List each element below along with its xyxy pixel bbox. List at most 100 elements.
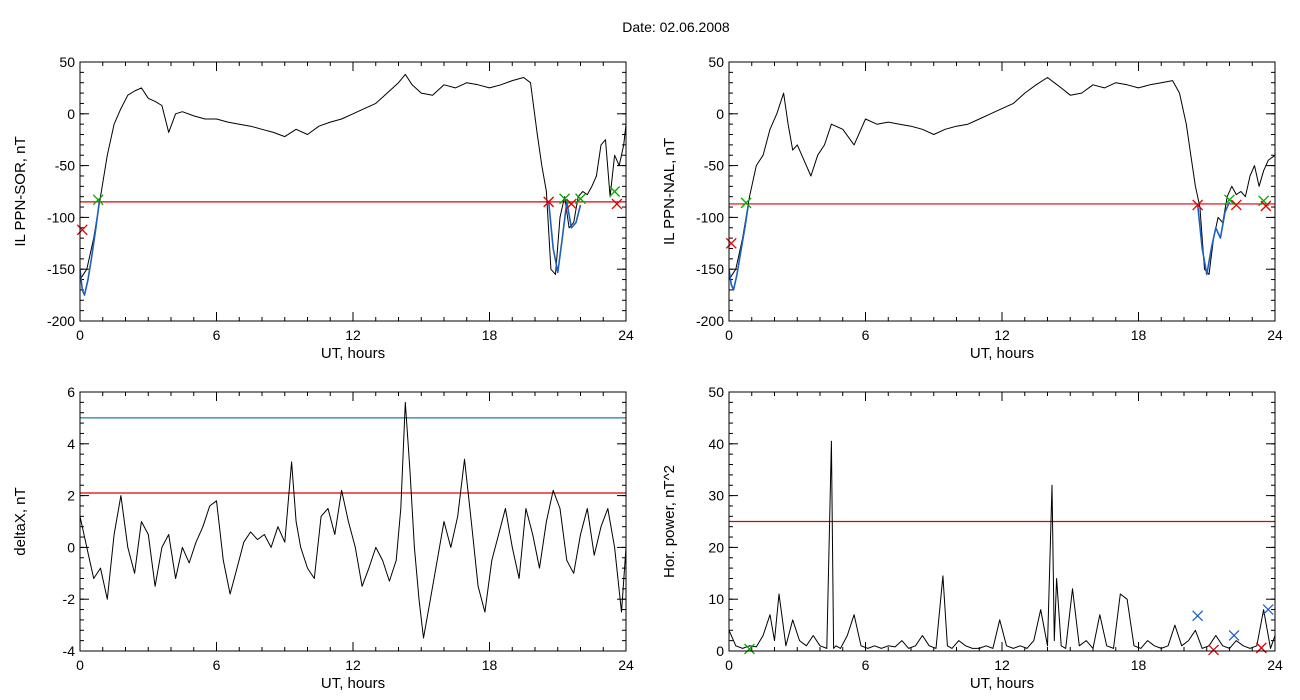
x-axis-title: UT, hours [321,675,385,692]
plot-frame [79,61,627,322]
y-tick-label: -50 [55,158,75,174]
x-marker [1228,630,1240,641]
y-tick-label: 4 [67,436,75,452]
x-marker-stroke [1230,199,1242,211]
x-marker [76,224,88,236]
x-marker-stroke [725,237,737,249]
y-tick-label: -200 [47,313,75,329]
x-marker [92,194,104,206]
y-tick-label: -200 [696,313,724,329]
x-tick-label: 18 [482,657,498,673]
y-axis-title: IL PPN-NAL, nT [661,138,678,245]
x-tick-label: 12 [345,657,361,673]
plot-frame [728,391,1276,652]
x-marker [611,198,623,210]
x-tick-label: 18 [1131,657,1147,673]
y-tick-label: 40 [708,436,724,452]
y-tick-label: 10 [708,591,724,607]
y-tick-label: 0 [716,106,724,122]
data-series-line [80,73,626,280]
x-marker [1260,200,1272,212]
y-tick-label: 2 [67,488,75,504]
x-tick-label: 18 [1131,327,1147,343]
y-tick-label: -2 [63,591,76,607]
highlight-series-line [80,201,101,296]
x-marker [1192,199,1204,211]
y-axis-title: deltaX, nT [12,487,29,555]
y-tick-label: 0 [67,106,75,122]
y-tick-label: -4 [63,643,76,659]
x-tick-label: 24 [618,657,634,673]
x-marker-stroke [609,186,621,197]
x-marker-stroke [611,198,623,210]
y-tick-label: 50 [59,54,75,70]
panel-il-ppn-sor: 0 6 12 18 24 -200 -150 -100 -50 0 50 UT, hours IL PP… [12,54,634,362]
y-tick-label: 6 [67,384,75,400]
x-tick-label: 12 [994,327,1010,343]
x-marker-stroke [1192,199,1204,211]
highlight-series-line [1196,201,1231,276]
x-tick-label: 24 [1267,327,1283,343]
panel-il-ppn-nal: 0 6 12 18 24 -200 -150 -100 -50 0 50 UT, hours IL PP… [661,54,1283,362]
x-marker [1262,604,1274,616]
x-marker [1192,610,1204,622]
x-tick-label: 0 [725,327,733,343]
figure-title: Date: 02.06.2008 [622,19,730,35]
plot-frame [79,391,627,652]
highlight-series-line [547,201,582,274]
x-marker [1208,644,1220,656]
x-marker-stroke [543,196,555,208]
x-marker [559,193,571,205]
x-marker-stroke [1208,644,1220,656]
x-marker-stroke [1192,610,1204,622]
y-tick-label: -100 [696,209,724,225]
y-tick-label: 50 [708,54,724,70]
x-tick-label: 12 [345,327,361,343]
data-series-line [729,440,1275,649]
data-series-line [80,401,626,639]
y-axis-title: Hor. power, nT^2 [661,465,678,578]
x-marker-stroke [565,198,577,210]
x-marker [575,193,586,205]
x-marker-stroke [744,643,755,655]
panel-hor-power: 0 6 12 18 24 0 10 20 30 40 50 UT, hours Hor. power, … [661,384,1283,692]
x-tick-label: 6 [213,657,221,673]
x-axis-title: UT, hours [321,345,385,362]
x-marker [740,197,752,209]
y-tick-label: -150 [47,261,75,277]
y-tick-label: 50 [708,384,724,400]
x-marker [543,196,555,208]
y-tick-label: -50 [704,158,724,174]
x-tick-label: 12 [994,657,1010,673]
x-marker-stroke [575,193,586,205]
x-marker-stroke [92,194,104,206]
x-tick-label: 6 [862,327,870,343]
x-marker [565,198,577,210]
x-marker-stroke [740,197,752,209]
x-axis-title: UT, hours [970,675,1034,692]
x-tick-label: 18 [482,327,498,343]
x-marker [1224,194,1235,206]
x-marker-stroke [1260,200,1272,212]
x-tick-label: 0 [76,327,84,343]
x-marker-stroke [1228,630,1240,641]
x-marker [725,237,737,249]
x-marker-stroke [76,224,88,236]
x-marker [1230,199,1242,211]
x-marker-stroke [1258,195,1270,207]
x-marker [744,643,755,655]
y-tick-label: -150 [696,261,724,277]
x-tick-label: 24 [618,327,634,343]
x-marker-stroke [1224,194,1235,206]
x-tick-label: 6 [213,327,221,343]
x-marker-stroke [1262,604,1274,616]
x-marker-stroke [559,193,571,205]
plot-frame [728,61,1276,322]
data-series-line [729,77,1275,280]
x-tick-label: 24 [1267,657,1283,673]
x-tick-label: 6 [862,657,870,673]
x-tick-label: 0 [725,657,733,673]
y-tick-label: 0 [716,643,724,659]
